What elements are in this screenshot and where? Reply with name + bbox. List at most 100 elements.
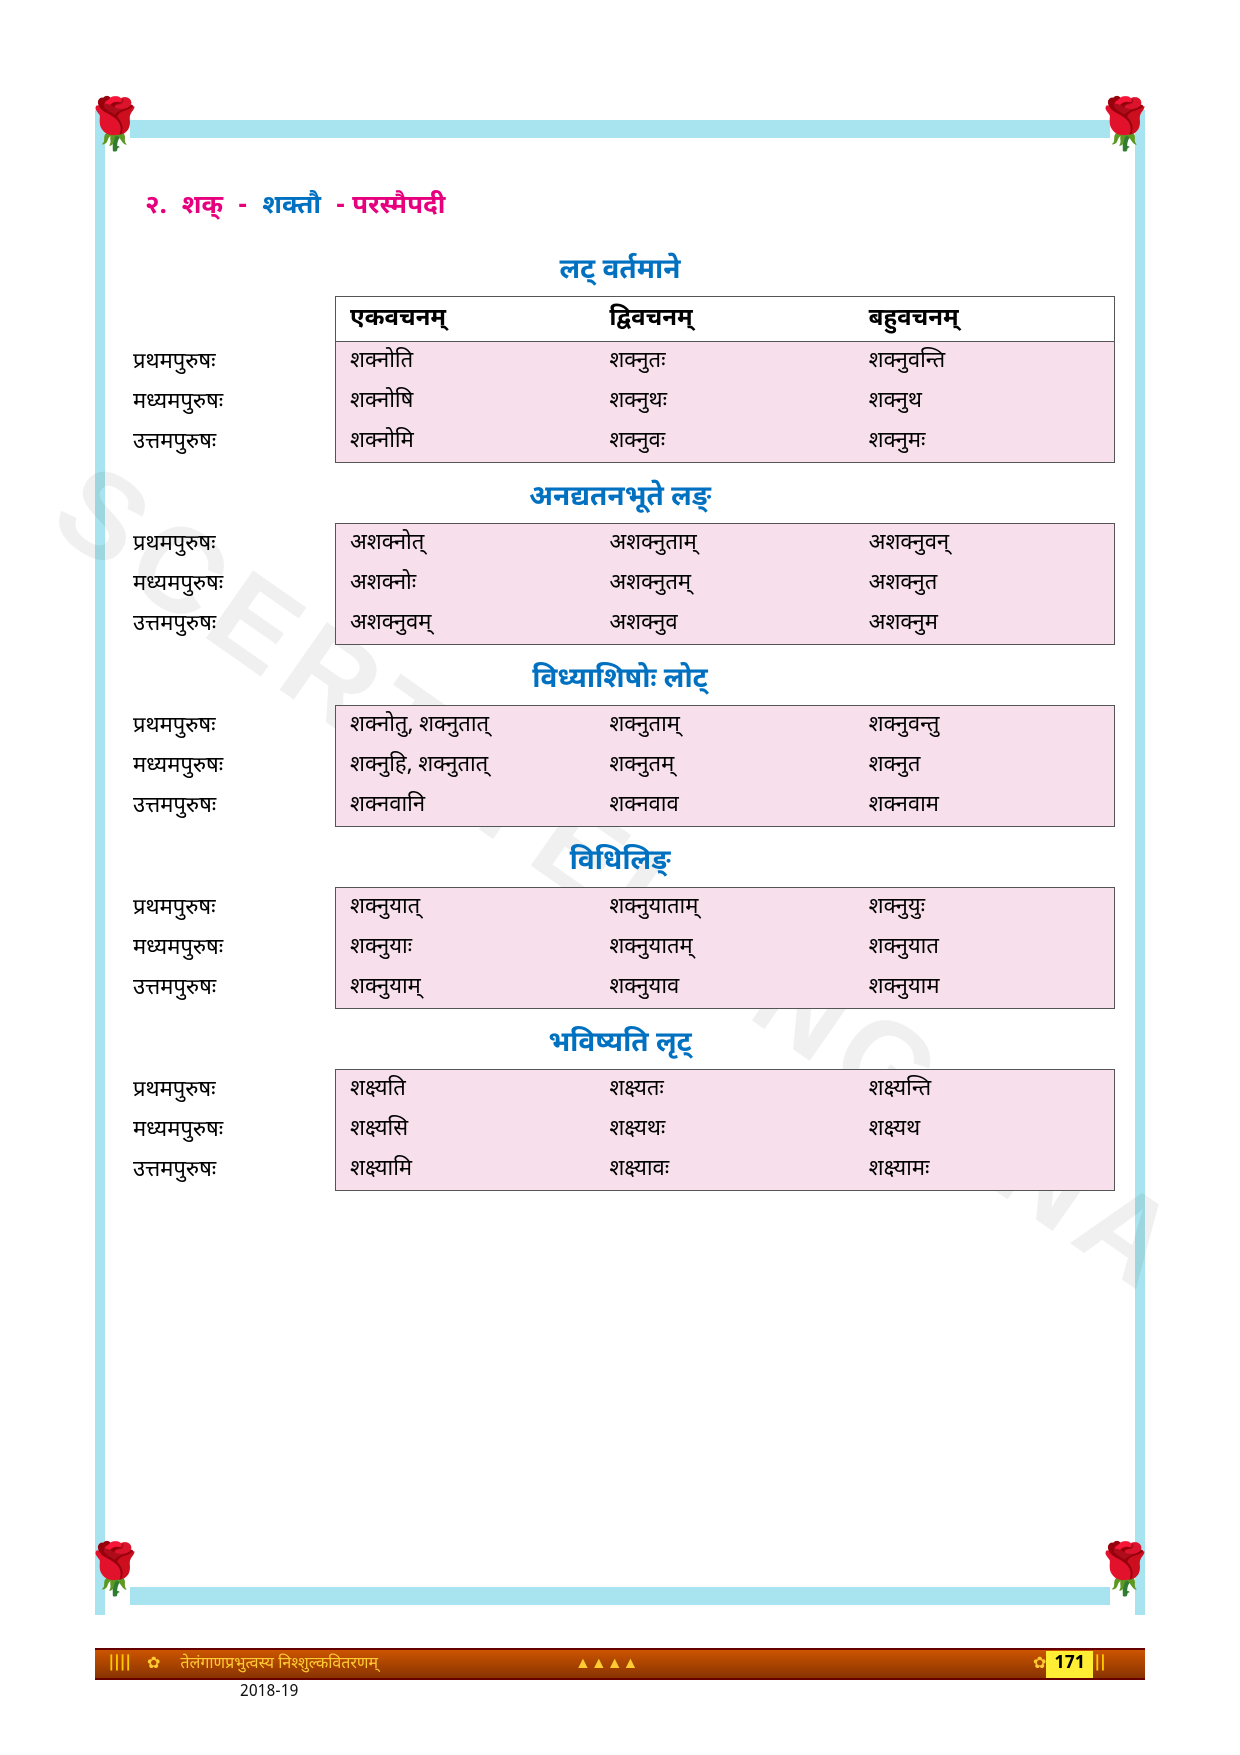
table-cell: शक्नुताम्: [595, 706, 854, 746]
table-body: शक्नोतिशक्नुतःशक्नुवन्तिशक्नोषिशक्नुथःशक…: [336, 342, 1114, 462]
table-row: शक्नोषिशक्नुथःशक्नुथ: [336, 382, 1114, 422]
tense-title: लट् वर्तमाने: [125, 254, 1115, 290]
header-spacer: [125, 301, 335, 343]
row-labels-column: प्रथमपुरुषःमध्यमपुरुषःउत्तमपुरुषः: [125, 523, 335, 645]
person-label: प्रथमपुरुषः: [125, 707, 335, 747]
conjugation-table: एकवचनम्द्विवचनम्बहुवचनम्शक्नोतिशक्नुतःशक…: [335, 296, 1115, 463]
page-content: २. शक् - शक्तौ - परस्मैपदी लट् वर्तमानेप…: [125, 190, 1115, 1209]
table-row: शक्नोमिशक्नुवःशक्नुमः: [336, 422, 1114, 462]
table-cell: शक्नोति: [336, 342, 595, 382]
flower-decoration-bottom-right: 🌹: [1085, 1545, 1165, 1625]
table-cell: अशक्नुव: [595, 604, 854, 644]
table-cell: अशक्नुम: [855, 604, 1114, 644]
row-labels-column: प्रथमपुरुषःमध्यमपुरुषःउत्तमपुरुषः: [125, 705, 335, 827]
table-row: अशक्नुवम्अशक्नुवअशक्नुम: [336, 604, 1114, 644]
table-cell: शक्नुवन्ति: [855, 342, 1114, 382]
footer-stripes-right: ||: [1093, 1654, 1133, 1675]
table-cell: शक्नुवन्तु: [855, 706, 1114, 746]
table-body: शक्नुयात्शक्नुयाताम्शक्नुयुःशक्नुयाःशक्न…: [336, 888, 1114, 1008]
person-label: उत्तमपुरुषः: [125, 787, 335, 827]
table-cell: शक्ष्यावः: [595, 1150, 854, 1190]
table-header-row: एकवचनम्द्विवचनम्बहुवचनम्: [336, 297, 1114, 342]
table-cell: शक्ष्यतः: [595, 1070, 854, 1110]
table-row: अशक्नोःअशक्नुतम्अशक्नुत: [336, 564, 1114, 604]
footer-text: तेलंगाणप्रभुत्वस्य निश्शुल्कवितरणम्: [160, 1654, 575, 1675]
table-row: शक्नवानिशक्नवावशक्नवाम: [336, 786, 1114, 826]
table-cell: शक्नुयाव: [595, 968, 854, 1008]
tense-title: विधिलिङ्: [125, 845, 1115, 881]
table-cell: शक्नोषि: [336, 382, 595, 422]
table-row: शक्नुहि, शक्नुतात्शक्नुतम्शक्नुत: [336, 746, 1114, 786]
flower-decoration-top-right: 🌹: [1085, 100, 1165, 180]
table-cell: शक्नुत: [855, 746, 1114, 786]
table-cell: शक्नुयाताम्: [595, 888, 854, 928]
footer-decor-icon: ▲▲▲▲: [575, 1654, 638, 1675]
table-cell: शक्नुयातम्: [595, 928, 854, 968]
table-cell: अशक्नुवम्: [336, 604, 595, 644]
table-row: शक्नोतु, शक्नुतात्शक्नुताम्शक्नुवन्तु: [336, 706, 1114, 746]
table-cell: अशक्नुतम्: [595, 564, 854, 604]
column-header: बहुवचनम्: [855, 297, 1114, 341]
table-body: शक्नोतु, शक्नुतात्शक्नुताम्शक्नुवन्तुशक्…: [336, 706, 1114, 826]
person-label: प्रथमपुरुषः: [125, 1071, 335, 1111]
conjugation-wrap: प्रथमपुरुषःमध्यमपुरुषःउत्तमपुरुषःअशक्नोत…: [125, 523, 1115, 645]
footer-flower-icon: ✿: [147, 1653, 160, 1675]
tense-block: विध्याशिषोः लोट् प्रथमपुरुषःमध्यमपुरुषःउत…: [125, 663, 1115, 827]
footer-stripes-left: ||||: [107, 1654, 147, 1675]
conjugation-table: शक्नोतु, शक्नुतात्शक्नुताम्शक्नुवन्तुशक्…: [335, 705, 1115, 827]
person-label: मध्यमपुरुषः: [125, 565, 335, 605]
person-label: उत्तमपुरुषः: [125, 423, 335, 463]
row-labels-column: प्रथमपुरुषःमध्यमपुरुषःउत्तमपुरुषः: [125, 296, 335, 463]
table-cell: शक्ष्यसि: [336, 1110, 595, 1150]
table-cell: शक्ष्यन्ति: [855, 1070, 1114, 1110]
conjugation-table: अशक्नोत्अशक्नुताम्अशक्नुवन्अशक्नोःअशक्नु…: [335, 523, 1115, 645]
dash-2: -: [336, 190, 346, 224]
table-cell: शक्नवाम: [855, 786, 1114, 826]
table-row: शक्ष्यतिशक्ष्यतःशक्ष्यन्ति: [336, 1070, 1114, 1110]
tense-block: विधिलिङ् प्रथमपुरुषःमध्यमपुरुषःउत्तमपुरुष…: [125, 845, 1115, 1009]
tense-block: अनद्यतनभूते लङ् प्रथमपुरुषःमध्यमपुरुषःउत्…: [125, 481, 1115, 645]
person-label: उत्तमपुरुषः: [125, 969, 335, 1009]
table-row: शक्नुयात्शक्नुयाताम्शक्नुयुः: [336, 888, 1114, 928]
tense-title: भविष्यति लृट्: [125, 1027, 1115, 1063]
tense-block: लट् वर्तमाने प्रथमपुरुषःमध्यमपुरुषःउत्तमप…: [125, 254, 1115, 463]
person-label: मध्यमपुरुषः: [125, 747, 335, 787]
table-cell: शक्नुयाः: [336, 928, 595, 968]
table-cell: शक्नवानि: [336, 786, 595, 826]
column-header: द्विवचनम्: [595, 297, 854, 341]
row-labels-column: प्रथमपुरुषःमध्यमपुरुषःउत्तमपुरुषः: [125, 1069, 335, 1191]
footer-year: 2018-19: [240, 1682, 298, 1703]
table-cell: शक्नुथः: [595, 382, 854, 422]
table-cell: शक्नवाव: [595, 786, 854, 826]
person-label: उत्तमपुरुषः: [125, 605, 335, 645]
row-labels-column: प्रथमपुरुषःमध्यमपुरुषःउत्तमपुरुषः: [125, 887, 335, 1009]
person-label: उत्तमपुरुषः: [125, 1151, 335, 1191]
conjugation-wrap: प्रथमपुरुषःमध्यमपुरुषःउत्तमपुरुषःशक्नोतु…: [125, 705, 1115, 827]
table-cell: शक्नुमः: [855, 422, 1114, 462]
conjugation-table: शक्ष्यतिशक्ष्यतःशक्ष्यन्तिशक्ष्यसिशक्ष्य…: [335, 1069, 1115, 1191]
person-label: प्रथमपुरुषः: [125, 889, 335, 929]
conjugation-table: शक्नुयात्शक्नुयाताम्शक्नुयुःशक्नुयाःशक्न…: [335, 887, 1115, 1009]
footer-bar: |||| ✿ तेलंगाणप्रभुत्वस्य निश्शुल्कवितरण…: [95, 1648, 1145, 1680]
table-row: शक्ष्यसिशक्ष्यथःशक्ष्यथ: [336, 1110, 1114, 1150]
chapter-root: शक्: [182, 190, 223, 224]
dash-1: -: [238, 190, 248, 224]
table-cell: शक्नुयाम: [855, 968, 1114, 1008]
footer-flower-icon-right: ✿: [1033, 1653, 1046, 1675]
table-cell: अशक्नोः: [336, 564, 595, 604]
table-cell: शक्नुतम्: [595, 746, 854, 786]
person-label: मध्यमपुरुषः: [125, 1111, 335, 1151]
conjugation-wrap: प्रथमपुरुषःमध्यमपुरुषःउत्तमपुरुषःशक्नुया…: [125, 887, 1115, 1009]
tense-title: अनद्यतनभूते लङ्: [125, 481, 1115, 517]
table-cell: अशक्नुवन्: [855, 524, 1114, 564]
tense-title: विध्याशिषोः लोट्: [125, 663, 1115, 699]
table-cell: शक्नुयुः: [855, 888, 1114, 928]
flower-decoration-bottom-left: 🌹: [75, 1545, 155, 1625]
table-cell: शक्नोमि: [336, 422, 595, 462]
table-cell: शक्नोतु, शक्नुतात्: [336, 706, 595, 746]
table-cell: शक्नुतः: [595, 342, 854, 382]
table-row: शक्नोतिशक्नुतःशक्नुवन्ति: [336, 342, 1114, 382]
table-body: अशक्नोत्अशक्नुताम्अशक्नुवन्अशक्नोःअशक्नु…: [336, 524, 1114, 644]
person-label: प्रथमपुरुषः: [125, 525, 335, 565]
person-label: प्रथमपुरुषः: [125, 343, 335, 383]
